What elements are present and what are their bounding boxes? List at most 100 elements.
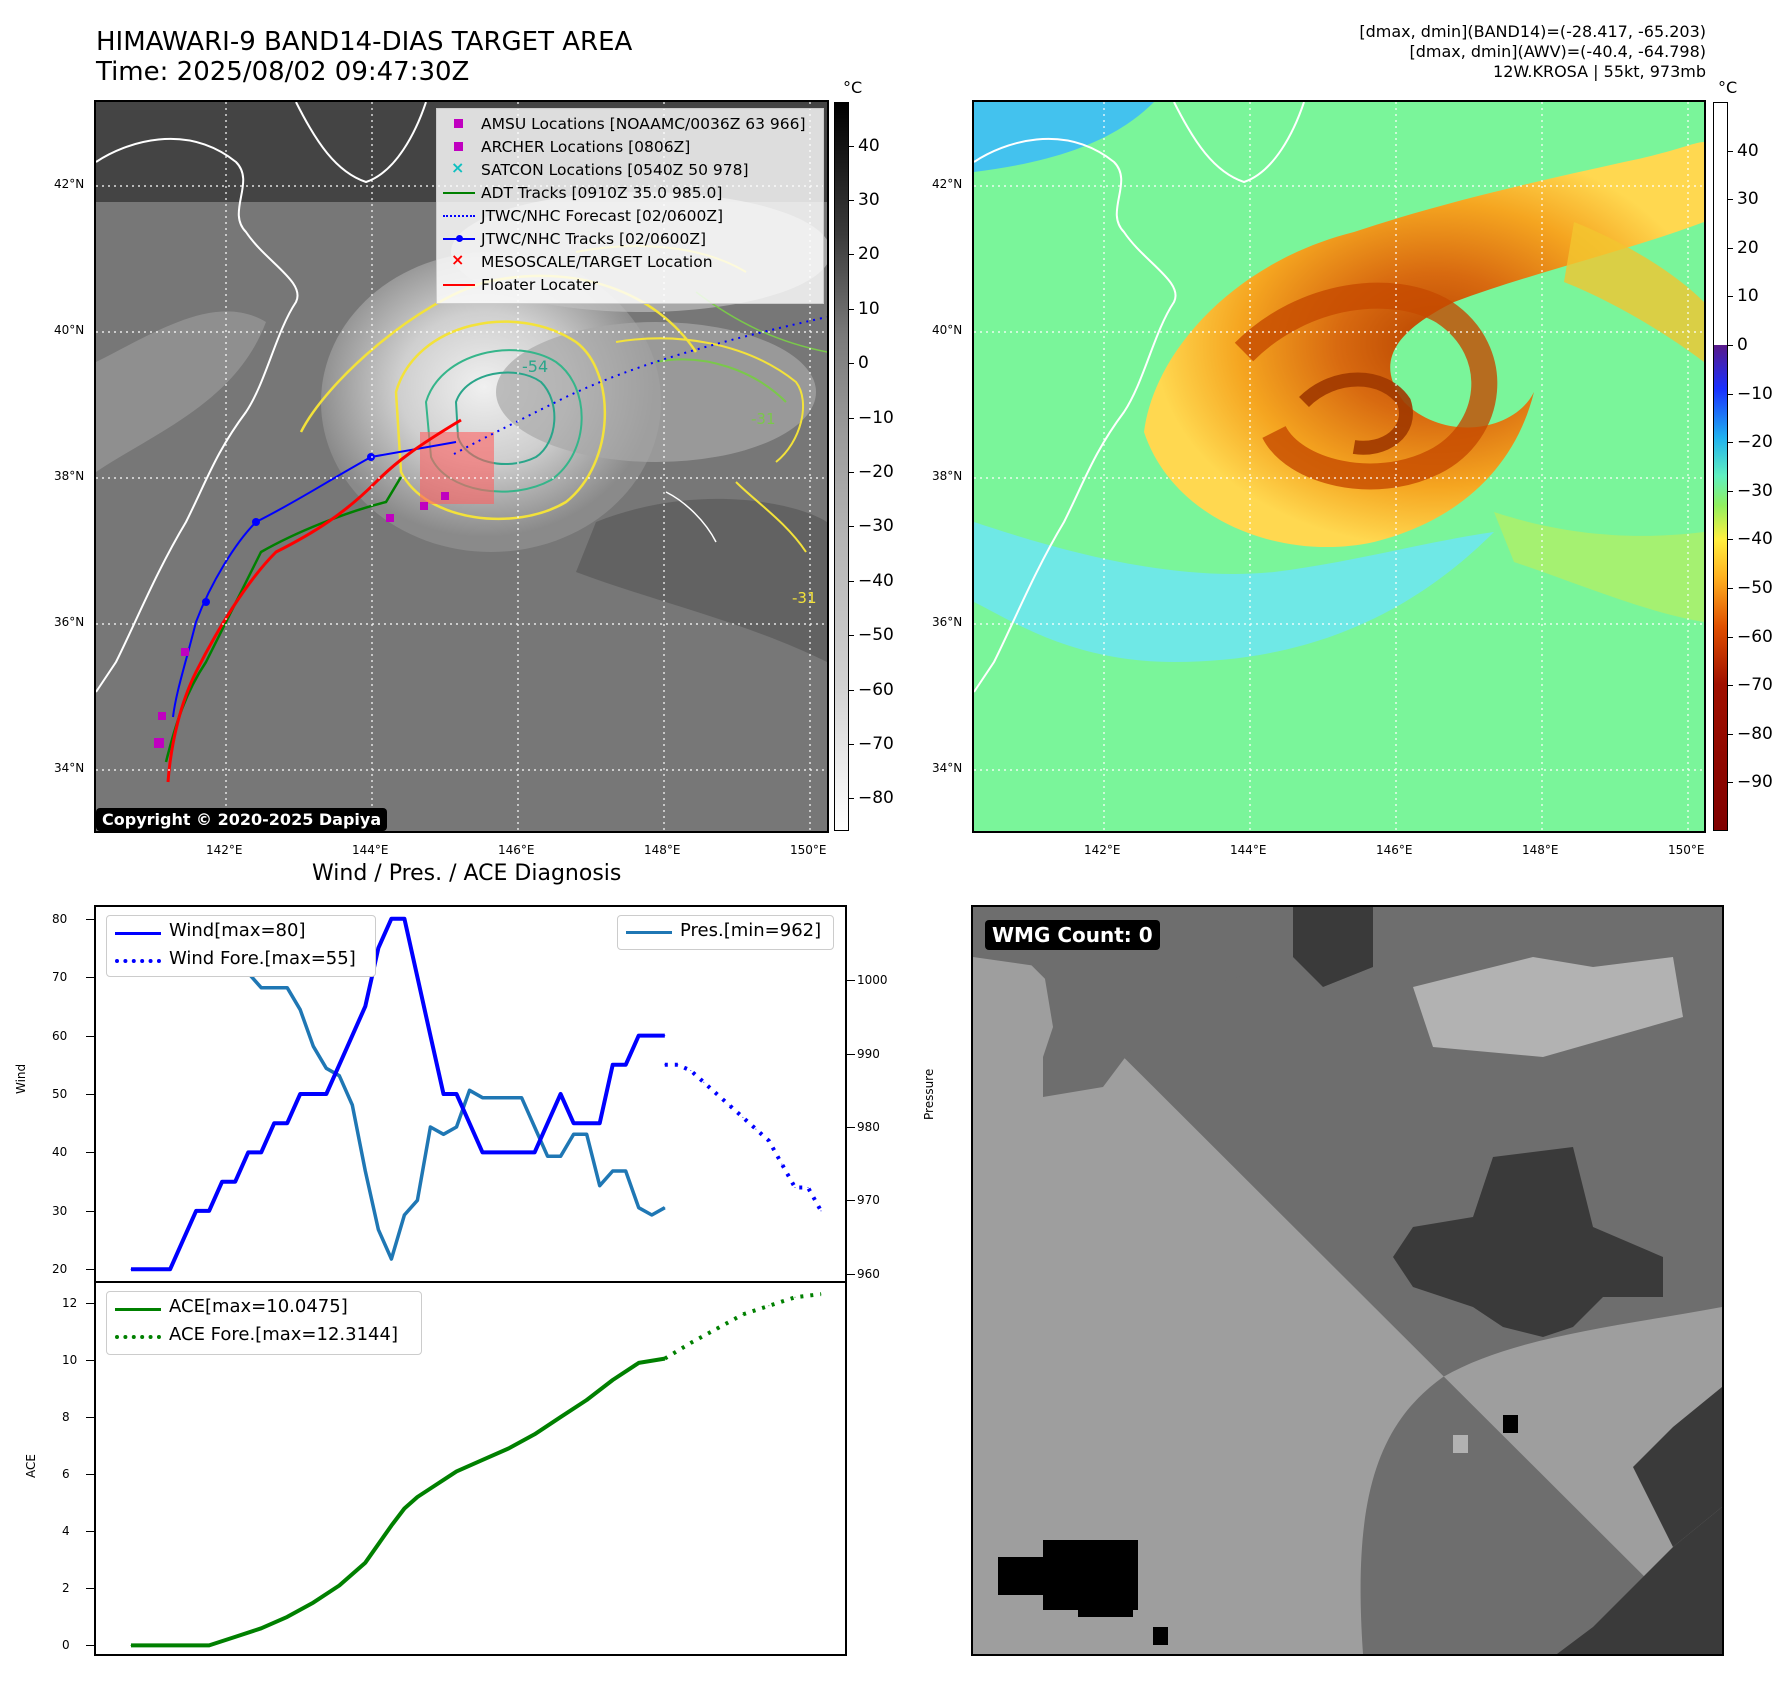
right-colorbar-tick-mark [1728,150,1733,152]
data-point [820,1210,822,1212]
wind-tick-mark [86,1210,94,1212]
left-colorbar-tick-mark [849,580,854,582]
data-point [456,1126,457,1128]
data-point [286,987,288,989]
ace-fore-legend-swatch [115,1335,161,1339]
wind-fore-legend-label: Wind Fore.[max=55] [169,948,356,969]
pres-legend-swatch [626,931,672,934]
data-point [586,1133,588,1135]
data-point [768,1305,770,1307]
data-point [260,1151,262,1153]
data-point [169,1644,171,1646]
data-point [599,1122,601,1124]
pressure-tick-mark [847,980,855,982]
wind-tick-label: 40 [52,1145,68,1160]
data-point [664,1035,666,1037]
data-point [625,1064,627,1066]
left-colorbar-tick: 30 [858,189,880,210]
wind-tick-label: 70 [52,970,68,985]
right-colorbar-tick: −30 [1737,480,1773,501]
data-point [234,1636,236,1638]
data-point [416,1199,418,1201]
data-point [794,1187,796,1188]
data-point [351,1104,353,1106]
stats-band14: [dmax, dmin](BAND14)=(-28.417, -65.203) [1359,22,1706,41]
figure-title: HIMAWARI-9 BAND14-DIAS TARGET AREA [96,27,633,57]
right-colorbar-tick: −50 [1737,578,1773,598]
data-point [195,1210,197,1212]
ace-fore-legend-label: ACE Fore.[max=12.3144] [169,1324,398,1345]
data-point [338,1075,340,1077]
series-line [663,1292,822,1361]
right-colorbar-tick: −90 [1737,772,1773,793]
left-colorbar-tick-mark [849,199,854,201]
left-colorbar-tick-mark [849,798,854,800]
right-colorbar-tick: −70 [1737,675,1773,696]
data-point [521,1151,523,1153]
ace-tick-mark [86,1302,94,1304]
left-map-lat-label: 42°N [54,177,85,191]
left-map-lon-label: 144°E [352,843,389,857]
data-point [286,1616,288,1618]
data-point [716,1093,718,1095]
data-point [156,1268,158,1270]
data-point [221,1181,223,1183]
pressure-tick-label: 1000 [857,973,888,988]
data-point [794,1296,796,1298]
data-point [443,1479,444,1481]
map-legend-label: JTWC/NHC Forecast [02/0600Z] [481,206,724,225]
contour-label-54: -54 [522,357,549,376]
data-point [508,1151,509,1153]
awv-imagery [974,102,1704,831]
data-point [416,976,418,978]
pressure-tick-label: 970 [857,1193,880,1208]
right-colorbar-tick: −60 [1737,626,1773,647]
ace-tick-mark [86,1417,94,1419]
map-legend-symbol: × [451,158,465,177]
wmg-count-badge: WMG Count: 0 [985,920,1160,950]
data-point [169,1268,171,1270]
data-point [338,1064,340,1066]
left-colorbar-tick-mark [849,363,854,365]
data-point [690,1070,692,1072]
data-point [351,1035,353,1037]
data-point [521,1097,523,1099]
pres-legend-label: Pres.[min=962] [680,920,822,941]
map-legend-symbol [437,181,481,204]
wind-tick-mark [86,977,94,979]
data-point [273,1122,275,1124]
wind-tick-mark [86,1269,94,1271]
wind-legend-label: Wind[max=80] [169,920,306,941]
left-colorbar-tick: −50 [858,625,894,646]
left-colorbar-tick: 20 [858,244,880,265]
left-colorbar-tick-mark [849,743,854,745]
wind-tick-label: 30 [52,1203,68,1218]
data-point [547,1122,549,1124]
data-point [573,1133,575,1135]
band14-map: -54 -31 -31 AMSU Locations [NOAAMC/0036Z… [94,100,829,833]
map-legend-item: ADT Tracks [0910Z 35.0 985.0] [437,181,823,204]
pressure-tick-mark [847,1053,855,1055]
data-point [638,1362,640,1364]
data-point [560,1093,562,1095]
left-map-lat-label: 36°N [54,615,85,629]
left-colorbar-unit: °C [843,78,863,97]
left-colorbar-tick: −80 [858,788,894,809]
map-legend-item: JTWC/NHC Tracks [02/0600Z] [437,227,823,250]
data-point [742,1116,744,1118]
left-map-lat-label: 34°N [54,761,85,775]
wind-tick-label: 50 [52,1087,68,1101]
map-legend-item: × MESOSCALE/TARGET Location [437,250,823,273]
data-point [768,1140,770,1142]
pressure-tick-mark [847,1127,855,1128]
map-legend-symbol [437,204,481,227]
left-colorbar-tick: −60 [858,679,894,700]
right-map-lat-label: 36°N [932,615,963,629]
ace-tick-mark [86,1360,94,1362]
data-point [781,1163,783,1165]
data-point [325,1093,327,1095]
data-point [390,1525,392,1527]
left-colorbar-tick: −10 [858,407,894,428]
right-map-lat-label: 38°N [932,469,963,483]
right-colorbar-tick-mark [1728,490,1733,492]
